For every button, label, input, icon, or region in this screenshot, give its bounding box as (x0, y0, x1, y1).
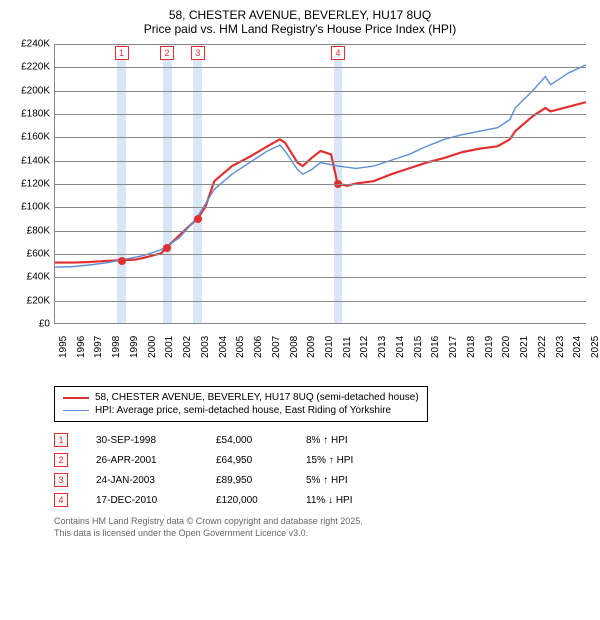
gridline (54, 114, 586, 115)
series-line (55, 65, 586, 267)
footer-line-1: Contains HM Land Registry data © Crown c… (54, 516, 590, 528)
legend-item: 58, CHESTER AVENUE, BEVERLEY, HU17 8UQ (… (63, 391, 419, 404)
y-tick-label: £40K (10, 272, 54, 283)
gridline (54, 137, 586, 138)
transaction-delta: 8% ↑ HPI (306, 435, 416, 446)
gridline (54, 91, 586, 92)
transaction-marker: 2 (54, 453, 68, 467)
legend-swatch (63, 410, 89, 411)
transaction-date: 24-JAN-2003 (96, 475, 216, 486)
transaction-row: 3 24-JAN-2003£89,9505% ↑ HPI (54, 470, 590, 490)
gridline (54, 277, 586, 278)
gridline (54, 161, 586, 162)
y-tick-label: £100K (10, 202, 54, 213)
transaction-marker: 3 (54, 473, 68, 487)
legend-label: HPI: Average price, semi-detached house,… (95, 405, 391, 416)
transaction-price: £89,950 (216, 475, 306, 486)
gridline (54, 207, 586, 208)
transaction-date: 17-DEC-2010 (96, 495, 216, 506)
gridline (54, 254, 586, 255)
legend-item: HPI: Average price, semi-detached house,… (63, 404, 419, 417)
marker-label: 3 (191, 46, 205, 60)
y-tick-label: £200K (10, 85, 54, 96)
title-line-1: 58, CHESTER AVENUE, BEVERLEY, HU17 8UQ (10, 8, 590, 22)
transaction-date: 30-SEP-1998 (96, 435, 216, 446)
x-tick-label: 2025 (590, 336, 600, 358)
transaction-dot (118, 257, 126, 265)
y-tick-label: £120K (10, 179, 54, 190)
transaction-row: 2 26-APR-2001£64,95015% ↑ HPI (54, 450, 590, 470)
attribution-footer: Contains HM Land Registry data © Crown c… (54, 516, 590, 539)
y-tick-label: £180K (10, 109, 54, 120)
price-chart: 1 2 3 4 £0 £20K £40K £60K £80K £100K £120K £140K £1… (10, 40, 590, 380)
legend-swatch (63, 397, 89, 399)
marker-label: 2 (160, 46, 174, 60)
transaction-delta: 15% ↑ HPI (306, 455, 416, 466)
transaction-delta: 5% ↑ HPI (306, 475, 416, 486)
legend: 58, CHESTER AVENUE, BEVERLEY, HU17 8UQ (… (54, 386, 428, 422)
y-tick-label: £240K (10, 39, 54, 50)
legend-label: 58, CHESTER AVENUE, BEVERLEY, HU17 8UQ (… (95, 392, 419, 403)
transaction-price: £120,000 (216, 495, 306, 506)
footer-line-2: This data is licensed under the Open Gov… (54, 528, 590, 540)
transaction-delta: 11% ↓ HPI (306, 495, 416, 506)
gridline (54, 301, 586, 302)
y-tick-label: £160K (10, 132, 54, 143)
y-tick-label: £220K (10, 62, 54, 73)
y-tick-label: £0 (10, 319, 54, 330)
transaction-price: £64,950 (216, 455, 306, 466)
gridline (54, 67, 586, 68)
transaction-row: 4 17-DEC-2010£120,00011% ↓ HPI (54, 490, 590, 510)
transaction-date: 26-APR-2001 (96, 455, 216, 466)
marker-label: 4 (331, 46, 345, 60)
transaction-row: 1 30-SEP-1998£54,0008% ↑ HPI (54, 430, 590, 450)
transaction-marker: 1 (54, 433, 68, 447)
chart-title: 58, CHESTER AVENUE, BEVERLEY, HU17 8UQ P… (10, 8, 590, 36)
y-tick-label: £140K (10, 155, 54, 166)
transaction-dot (194, 215, 202, 223)
transaction-table: 130-SEP-1998£54,0008% ↑ HPI226-APR-2001£… (54, 430, 590, 510)
gridline (54, 231, 586, 232)
gridline (54, 184, 586, 185)
transaction-marker: 4 (54, 493, 68, 507)
title-line-2: Price paid vs. HM Land Registry's House … (10, 22, 590, 36)
marker-label: 1 (115, 46, 129, 60)
transaction-price: £54,000 (216, 435, 306, 446)
y-tick-label: £20K (10, 295, 54, 306)
y-tick-label: £80K (10, 225, 54, 236)
transaction-dot (163, 244, 171, 252)
gridline (54, 44, 586, 45)
series-line (55, 102, 586, 262)
y-tick-label: £60K (10, 249, 54, 260)
